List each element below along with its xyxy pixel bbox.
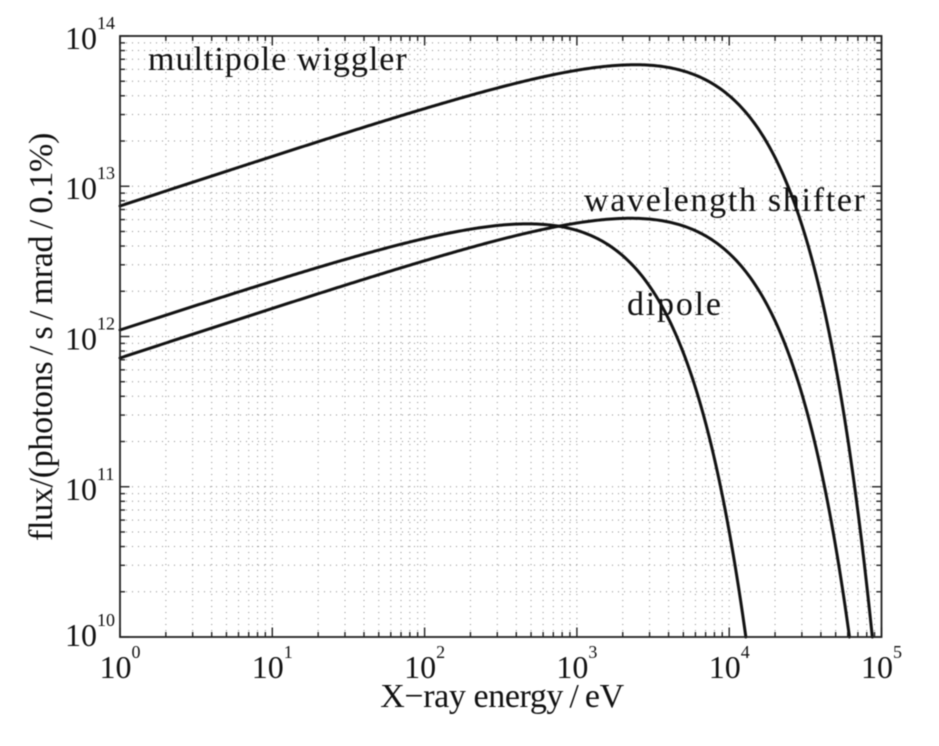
svg-text:1010: 1010	[65, 610, 115, 653]
svg-text:X−ray energy / eV: X−ray energy / eV	[380, 678, 624, 715]
svg-text:wavelength shifter: wavelength shifter	[584, 182, 867, 219]
svg-text:flux/(photons / s / mrad / 0.1: flux/(photons / s / mrad / 0.1%)	[23, 133, 60, 541]
svg-text:multipole wiggler: multipole wiggler	[148, 41, 408, 78]
svg-text:dipole: dipole	[627, 286, 723, 323]
